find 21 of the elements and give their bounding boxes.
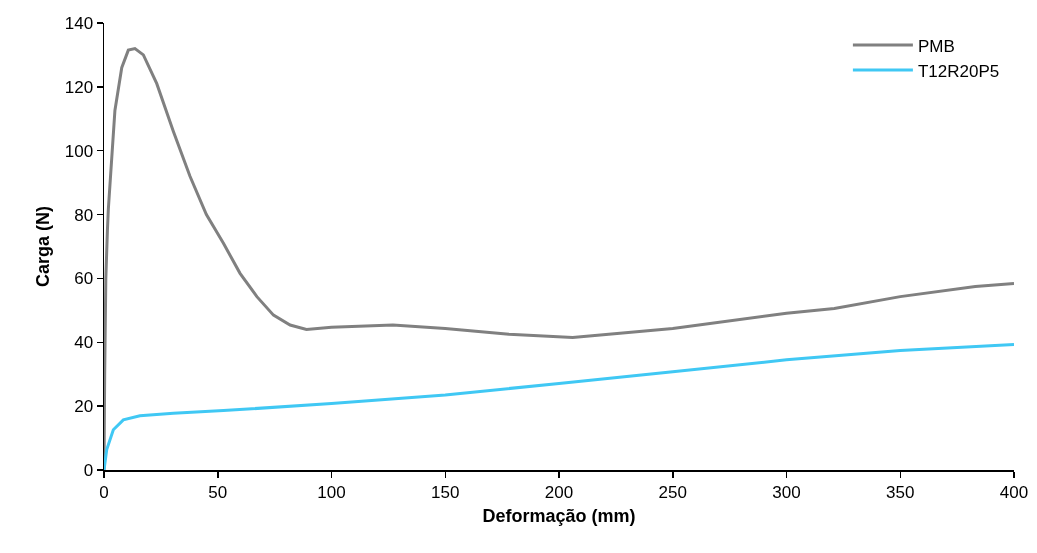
x-axis-title: Deformação (mm) bbox=[482, 505, 636, 526]
y-tick-label: 40 bbox=[74, 333, 94, 353]
y-tick-label: 80 bbox=[74, 205, 94, 225]
x-tick-label: 150 bbox=[431, 482, 460, 502]
x-tick-label: 300 bbox=[772, 482, 801, 502]
x-tick-label: 350 bbox=[886, 482, 915, 502]
x-tick-label: 100 bbox=[317, 482, 346, 502]
x-tick-label: 0 bbox=[99, 482, 109, 502]
x-tick-label: 400 bbox=[999, 482, 1029, 502]
y-tick-label: 120 bbox=[64, 77, 94, 97]
y-tick-label: 140 bbox=[64, 13, 94, 33]
y-tick-label: 0 bbox=[83, 460, 94, 480]
legend-label: PMB bbox=[917, 36, 955, 56]
legend-label: T12R20P5 bbox=[917, 61, 1000, 81]
x-tick-label: 250 bbox=[658, 482, 687, 502]
y-tick-label: 60 bbox=[74, 269, 94, 289]
y-tick-label: 100 bbox=[64, 141, 94, 161]
y-axis-title: Carga (N) bbox=[33, 205, 54, 288]
y-tick-label: 20 bbox=[74, 397, 94, 417]
x-tick-label: 50 bbox=[208, 482, 228, 502]
x-tick-label: 200 bbox=[544, 482, 574, 502]
